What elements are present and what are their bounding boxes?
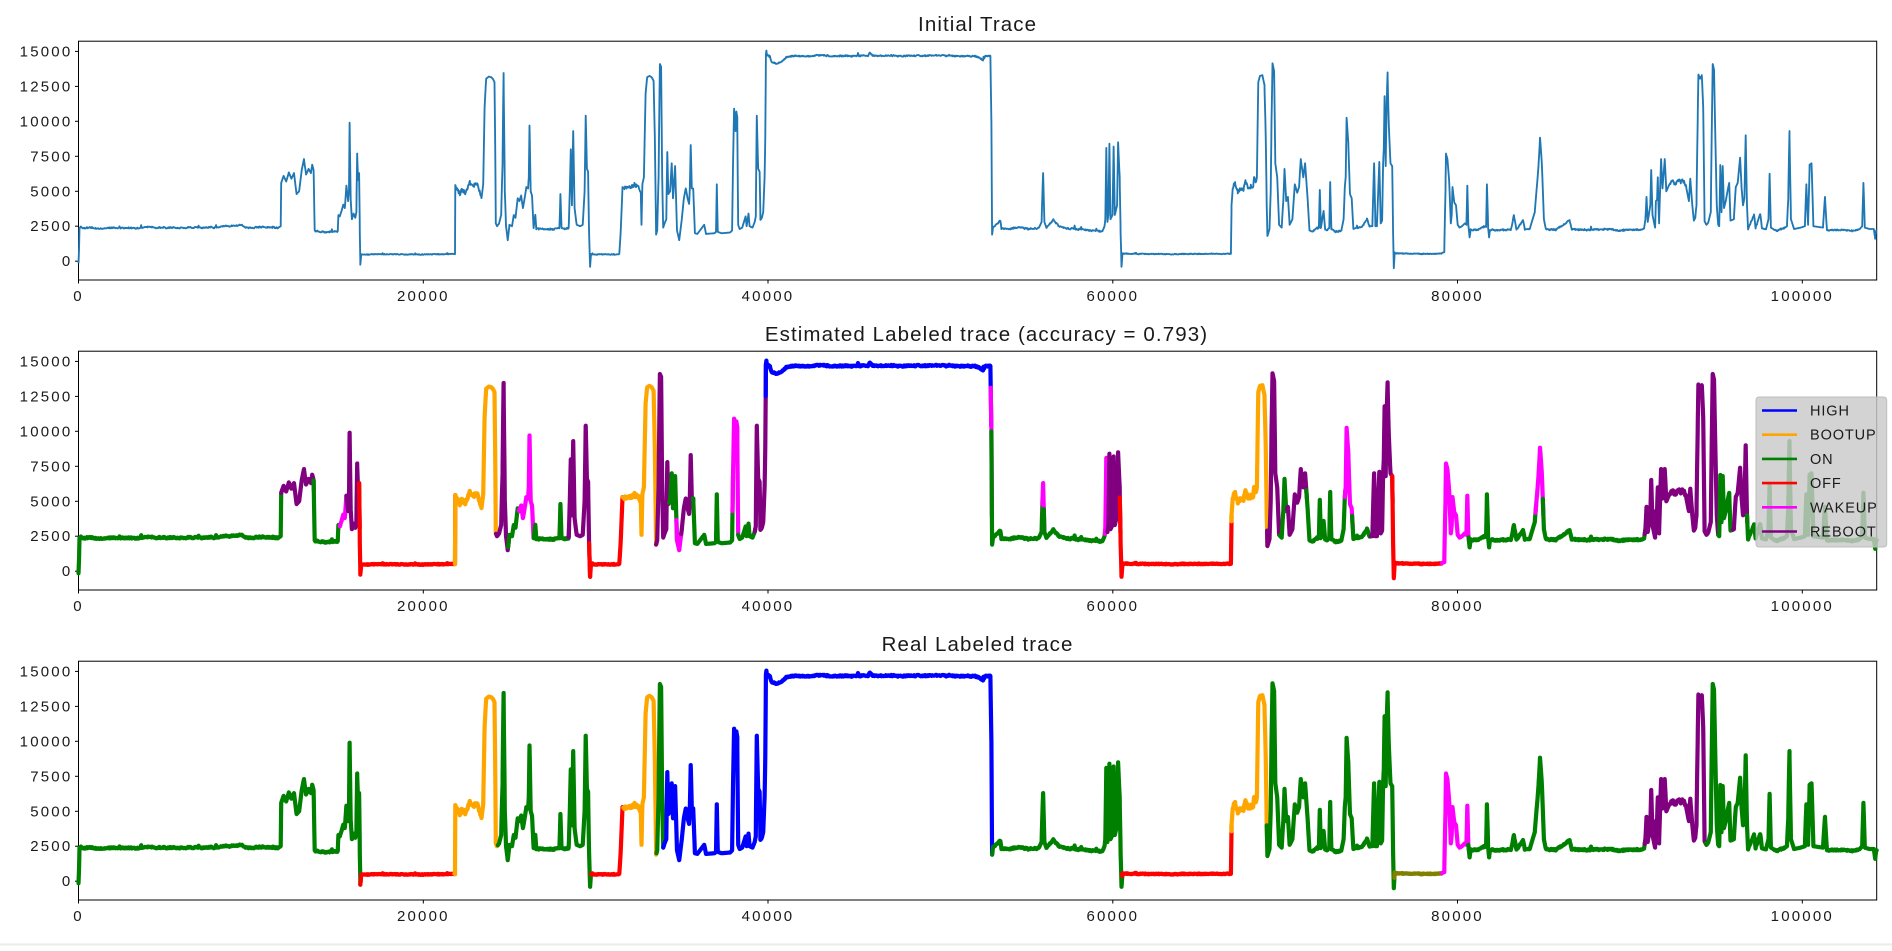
svg-text:7500: 7500 bbox=[30, 148, 72, 165]
svg-text:REBOOT: REBOOT bbox=[1810, 525, 1877, 541]
svg-text:Real Labeled trace: Real Labeled trace bbox=[882, 633, 1074, 656]
svg-text:80000: 80000 bbox=[1431, 598, 1484, 615]
svg-text:0: 0 bbox=[62, 873, 73, 890]
svg-text:BOOTUP: BOOTUP bbox=[1810, 428, 1877, 444]
svg-text:100000: 100000 bbox=[1771, 288, 1834, 305]
svg-text:Estimated Labeled trace (accur: Estimated Labeled trace (accuracy = 0.79… bbox=[765, 323, 1208, 346]
svg-text:12500: 12500 bbox=[20, 388, 73, 405]
svg-text:0: 0 bbox=[62, 253, 73, 270]
svg-text:10000: 10000 bbox=[20, 733, 73, 750]
svg-text:5000: 5000 bbox=[30, 493, 72, 510]
svg-text:10000: 10000 bbox=[20, 113, 73, 130]
svg-text:15000: 15000 bbox=[20, 663, 73, 680]
svg-text:5000: 5000 bbox=[30, 183, 72, 200]
svg-text:12500: 12500 bbox=[20, 78, 73, 95]
svg-text:40000: 40000 bbox=[742, 908, 795, 925]
svg-text:60000: 60000 bbox=[1086, 288, 1139, 305]
svg-text:HIGH: HIGH bbox=[1810, 404, 1850, 420]
svg-text:0: 0 bbox=[73, 598, 84, 615]
svg-text:OFF: OFF bbox=[1810, 476, 1842, 492]
svg-text:100000: 100000 bbox=[1771, 598, 1834, 615]
svg-text:5000: 5000 bbox=[30, 803, 72, 820]
svg-text:WAKEUP: WAKEUP bbox=[1810, 500, 1878, 516]
svg-text:7500: 7500 bbox=[30, 458, 72, 475]
svg-text:60000: 60000 bbox=[1086, 598, 1139, 615]
svg-text:Initial Trace: Initial Trace bbox=[918, 13, 1037, 36]
svg-text:80000: 80000 bbox=[1431, 908, 1484, 925]
svg-text:80000: 80000 bbox=[1431, 288, 1484, 305]
svg-text:20000: 20000 bbox=[397, 908, 450, 925]
svg-text:15000: 15000 bbox=[20, 353, 73, 370]
svg-text:7500: 7500 bbox=[30, 768, 72, 785]
svg-text:0: 0 bbox=[73, 288, 84, 305]
svg-text:15000: 15000 bbox=[20, 43, 73, 60]
svg-text:20000: 20000 bbox=[397, 288, 450, 305]
svg-text:2500: 2500 bbox=[30, 838, 72, 855]
svg-text:2500: 2500 bbox=[30, 528, 72, 545]
svg-text:ON: ON bbox=[1810, 452, 1834, 468]
svg-text:40000: 40000 bbox=[742, 288, 795, 305]
svg-text:100000: 100000 bbox=[1771, 908, 1834, 925]
svg-text:2500: 2500 bbox=[30, 218, 72, 235]
svg-text:40000: 40000 bbox=[742, 598, 795, 615]
svg-text:0: 0 bbox=[73, 908, 84, 925]
svg-text:12500: 12500 bbox=[20, 698, 73, 715]
svg-text:60000: 60000 bbox=[1086, 908, 1139, 925]
svg-text:0: 0 bbox=[62, 563, 73, 580]
svg-text:20000: 20000 bbox=[397, 598, 450, 615]
svg-text:10000: 10000 bbox=[20, 423, 73, 440]
